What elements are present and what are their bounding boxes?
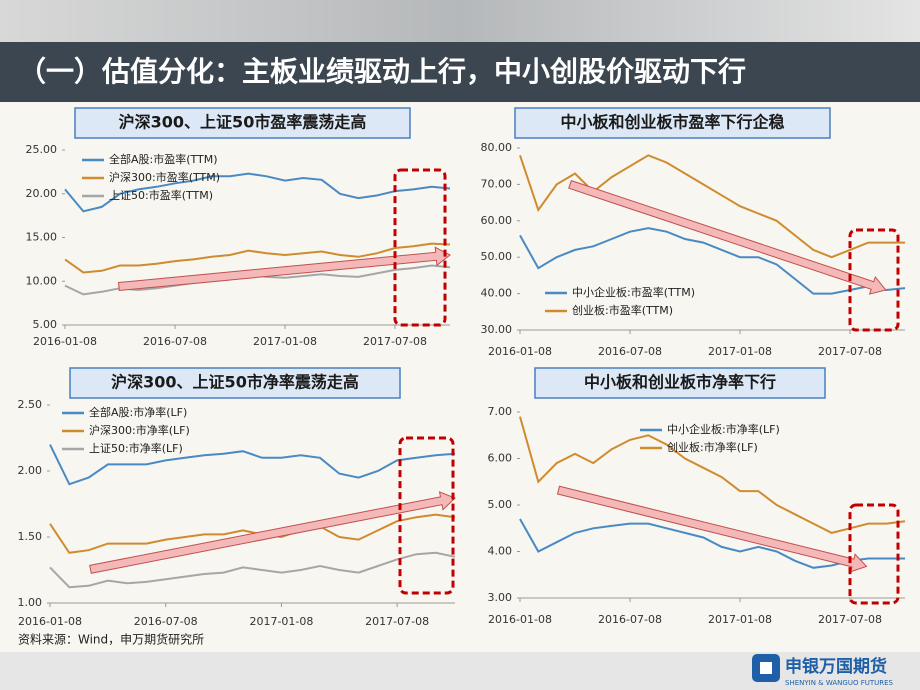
chart-title-box <box>69 367 401 399</box>
chart-title-box <box>534 367 826 399</box>
trend-arrow <box>89 491 456 574</box>
series-line <box>49 444 456 486</box>
series-line <box>64 172 451 213</box>
trend-arrow <box>556 485 868 573</box>
logo-name: 申银万国期货 <box>785 656 887 677</box>
x-tick-label: 2016-01-08 <box>488 613 552 626</box>
y-tick-label: 5.00 <box>488 498 513 511</box>
footer-band <box>0 652 920 690</box>
series-line <box>64 242 451 274</box>
logo-english: SHENYIN & WANGUO FUTURES <box>785 679 894 687</box>
trend-arrow <box>568 179 887 295</box>
y-tick-label: 2.00 <box>18 464 43 477</box>
header-photo <box>0 0 920 42</box>
logo-icon-inner <box>760 662 772 674</box>
legend-label: 沪深300:市净率(LF) <box>89 423 190 437</box>
chart-title: 沪深300、上证50市净率震荡走高 <box>111 373 359 392</box>
x-tick-label: 2016-07-08 <box>598 613 662 626</box>
y-tick-label: 60.00 <box>481 214 513 227</box>
legend-label: 全部A股:市净率(LF) <box>89 405 187 419</box>
x-tick-label: 2016-07-08 <box>134 615 198 628</box>
chart-title: 沪深300、上证50市盈率震荡走高 <box>119 113 367 132</box>
legend-label: 创业板:市净率(LF) <box>667 440 758 454</box>
x-tick-label: 2016-01-08 <box>18 615 82 628</box>
y-tick-label: 50.00 <box>481 250 513 263</box>
y-tick-label: 70.00 <box>481 177 513 190</box>
x-tick-label: 2017-07-08 <box>818 345 882 358</box>
x-tick-label: 2017-01-08 <box>708 345 772 358</box>
y-tick-label: 40.00 <box>481 287 513 300</box>
y-tick-label: 4.00 <box>488 545 513 558</box>
y-tick-label: 30.00 <box>481 323 513 336</box>
x-tick-label: 2016-07-08 <box>598 345 662 358</box>
chart-title: 中小板和创业板市净率下行 <box>584 373 776 392</box>
y-tick-label: 25.00 <box>26 143 58 156</box>
legend-label: 上证50:市盈率(TTM) <box>109 188 213 202</box>
chart-title-box <box>74 107 411 139</box>
y-tick-label: 1.50 <box>18 530 43 543</box>
y-tick-label: 10.00 <box>26 274 58 287</box>
series-line <box>49 551 456 589</box>
chart-title: 中小板和创业板市盈率下行企稳 <box>560 113 784 132</box>
x-tick-label: 2017-01-08 <box>708 613 772 626</box>
y-tick-label: 3.00 <box>488 591 513 604</box>
y-tick-label: 20.00 <box>26 187 58 200</box>
header-bar <box>0 42 920 102</box>
y-tick-label: 6.00 <box>488 452 513 465</box>
x-tick-label: 2017-01-08 <box>249 615 313 628</box>
series-line <box>519 416 906 534</box>
y-tick-label: 5.00 <box>33 318 58 331</box>
trend-arrow <box>117 246 451 292</box>
chart-title-box <box>514 107 831 139</box>
x-tick-label: 2017-07-08 <box>818 613 882 626</box>
legend-label: 上证50:市净率(LF) <box>89 441 183 455</box>
y-tick-label: 15.00 <box>26 231 58 244</box>
legend-label: 创业板:市盈率(TTM) <box>572 303 673 317</box>
y-tick-label: 2.50 <box>18 398 43 411</box>
series-line <box>519 227 906 295</box>
slide-title: （一）估值分化：主板业绩驱动上行，中小创股价驱动下行 <box>18 55 746 88</box>
y-tick-label: 7.00 <box>488 405 513 418</box>
x-tick-label: 2017-01-08 <box>253 335 317 348</box>
highlight-box <box>848 503 900 605</box>
x-tick-label: 2016-07-08 <box>143 335 207 348</box>
x-tick-label: 2016-01-08 <box>33 335 97 348</box>
legend-label: 全部A股:市盈率(TTM) <box>109 152 218 166</box>
series-line <box>519 154 905 259</box>
legend-label: 中小企业板:市净率(LF) <box>667 422 780 436</box>
legend-label: 中小企业板:市盈率(TTM) <box>572 285 695 299</box>
x-tick-label: 2016-01-08 <box>488 345 552 358</box>
y-tick-label: 1.00 <box>18 596 43 609</box>
highlight-box <box>398 436 455 595</box>
x-tick-label: 2017-07-08 <box>363 335 427 348</box>
highlight-box <box>848 228 900 332</box>
y-tick-label: 80.00 <box>481 141 513 154</box>
series-line <box>49 513 456 554</box>
legend-label: 沪深300:市盈率(TTM) <box>109 170 220 184</box>
source-note: 资料来源：Wind，申万期货研究所 <box>18 632 204 647</box>
x-tick-label: 2017-07-08 <box>365 615 429 628</box>
